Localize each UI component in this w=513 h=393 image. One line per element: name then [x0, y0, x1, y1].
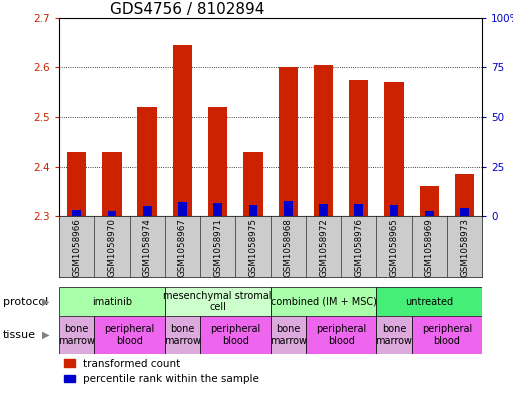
Bar — [72, 210, 81, 216]
Bar — [319, 204, 328, 216]
Bar — [314, 65, 333, 216]
Text: peripheral
blood: peripheral blood — [316, 324, 366, 346]
Legend: transformed count, percentile rank within the sample: transformed count, percentile rank withi… — [64, 359, 259, 384]
Bar — [165, 287, 270, 316]
Bar — [59, 287, 165, 316]
Bar — [200, 316, 270, 354]
Bar — [270, 316, 306, 354]
Bar — [270, 287, 377, 316]
Text: peripheral
blood: peripheral blood — [210, 324, 261, 346]
Bar — [349, 80, 368, 216]
Text: GDS4756 / 8102894: GDS4756 / 8102894 — [110, 2, 264, 17]
Text: tissue: tissue — [3, 330, 35, 340]
Bar — [384, 82, 404, 216]
Bar — [377, 287, 482, 316]
Text: combined (IM + MSC): combined (IM + MSC) — [270, 297, 377, 307]
Text: GSM1058973: GSM1058973 — [460, 218, 469, 277]
Bar — [377, 316, 411, 354]
Text: ▶: ▶ — [42, 297, 50, 307]
Text: GSM1058975: GSM1058975 — [248, 218, 258, 277]
Bar — [102, 152, 122, 216]
Text: GSM1058968: GSM1058968 — [284, 218, 293, 277]
Text: GSM1058969: GSM1058969 — [425, 218, 434, 277]
Text: bone
marrow: bone marrow — [270, 324, 307, 346]
Bar — [390, 205, 399, 216]
Text: peripheral
blood: peripheral blood — [422, 324, 472, 346]
Bar — [137, 107, 157, 216]
Text: peripheral
blood: peripheral blood — [105, 324, 154, 346]
Text: GSM1058972: GSM1058972 — [319, 218, 328, 277]
Text: bone
marrow: bone marrow — [164, 324, 201, 346]
Bar — [284, 201, 292, 216]
Bar — [243, 152, 263, 216]
Bar — [455, 174, 475, 216]
Text: bone
marrow: bone marrow — [376, 324, 412, 346]
Bar — [354, 204, 363, 216]
Text: GSM1058970: GSM1058970 — [107, 218, 116, 277]
Text: mesenchymal stromal
cell: mesenchymal stromal cell — [164, 291, 272, 312]
Text: GSM1058965: GSM1058965 — [389, 218, 399, 277]
Bar — [143, 206, 151, 216]
Text: protocol: protocol — [3, 297, 48, 307]
Bar — [208, 107, 227, 216]
Text: imatinib: imatinib — [92, 297, 132, 307]
Bar — [279, 67, 298, 216]
Text: GSM1058966: GSM1058966 — [72, 218, 81, 277]
Bar — [165, 316, 200, 354]
Text: GSM1058976: GSM1058976 — [354, 218, 363, 277]
Text: GSM1058967: GSM1058967 — [178, 218, 187, 277]
Text: GSM1058974: GSM1058974 — [143, 218, 152, 277]
Bar — [67, 152, 86, 216]
Bar — [306, 316, 377, 354]
Bar — [178, 202, 187, 216]
Text: untreated: untreated — [405, 297, 453, 307]
Text: bone
marrow: bone marrow — [58, 324, 95, 346]
Bar — [411, 316, 482, 354]
Bar — [94, 316, 165, 354]
Bar — [420, 186, 439, 216]
Text: ▶: ▶ — [42, 330, 50, 340]
Bar — [425, 211, 433, 216]
Text: GSM1058971: GSM1058971 — [213, 218, 222, 277]
Bar — [173, 45, 192, 216]
Bar — [108, 211, 116, 216]
Bar — [59, 316, 94, 354]
Bar — [460, 208, 469, 216]
Bar — [213, 203, 222, 216]
Bar — [249, 205, 258, 216]
